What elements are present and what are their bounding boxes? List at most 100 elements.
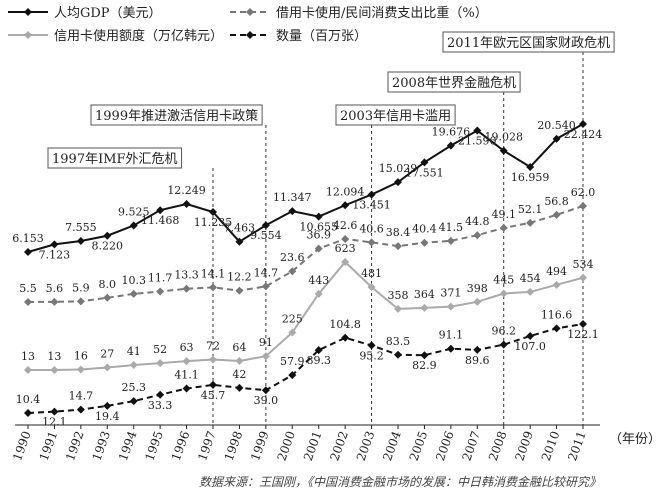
data-label: 16.959 <box>511 171 550 184</box>
data-label: 7.463 <box>224 222 256 235</box>
event-label: 2003年信用卡滥用 <box>340 109 451 124</box>
event-label: 2008年世界金融危机 <box>392 75 516 91</box>
point <box>103 293 112 302</box>
point <box>499 289 508 298</box>
point <box>499 146 508 155</box>
data-label: 107.0 <box>514 340 546 353</box>
data-label: 15.029 <box>379 162 418 175</box>
event-box <box>442 31 615 53</box>
point <box>420 303 429 312</box>
data-label: 42.6 <box>333 219 358 232</box>
data-label: 89.6 <box>465 354 490 367</box>
x-tick-label: 2010 <box>539 429 563 462</box>
data-label: 33.3 <box>148 399 173 412</box>
data-label: 358 <box>388 289 409 302</box>
event-label: 1999年推进激活信用卡政策 <box>95 108 258 124</box>
data-label: 11.468 <box>141 214 180 227</box>
data-label: 12.249 <box>167 184 206 197</box>
data-label: 13 <box>47 350 61 363</box>
point <box>394 304 402 313</box>
data-label: 39.0 <box>254 394 279 407</box>
data-label: 12.2 <box>227 271 252 284</box>
data-label: 96.2 <box>491 325 516 338</box>
point <box>288 328 297 337</box>
data-label: 20.540 <box>537 119 576 132</box>
data-label: 9.554 <box>250 229 282 242</box>
data-label: 38.4 <box>386 226 411 239</box>
data-label: 21.590 <box>458 135 497 148</box>
data-label: 56.8 <box>544 195 569 208</box>
x-tick-label: 1995 <box>142 429 166 462</box>
data-label: 45.7 <box>201 389 226 402</box>
data-label: 11.235 <box>194 216 233 229</box>
data-label: 89.3 <box>306 354 331 367</box>
data-label: 41 <box>127 345 141 358</box>
data-label: 5.9 <box>72 281 90 294</box>
point <box>50 407 59 416</box>
point <box>129 397 138 406</box>
data-label: 40.4 <box>412 223 437 236</box>
point <box>473 297 482 306</box>
point <box>24 409 32 417</box>
data-label: 14.1 <box>201 267 226 280</box>
x-tick-label: 1990 <box>10 429 34 462</box>
x-tick-label: 1999 <box>248 429 272 462</box>
point <box>420 158 429 167</box>
point <box>473 231 482 240</box>
x-axis-label: （年份） <box>609 432 658 447</box>
point <box>473 345 482 354</box>
point <box>579 120 587 128</box>
point <box>314 289 323 298</box>
point <box>76 297 85 306</box>
point <box>394 350 402 359</box>
point <box>261 352 270 361</box>
x-tick-label: 2000 <box>275 429 299 462</box>
point <box>420 351 429 360</box>
point <box>420 238 429 247</box>
event-box <box>47 147 183 169</box>
data-label: 49.1 <box>491 208 516 221</box>
data-label: 122.1 <box>567 328 599 341</box>
data-label: 104.8 <box>329 318 361 331</box>
point <box>103 401 112 410</box>
data-label: 534 <box>573 258 594 271</box>
point <box>182 200 191 209</box>
point <box>129 361 138 370</box>
x-tick-label: 2004 <box>380 429 404 463</box>
point <box>50 366 59 374</box>
x-tick-label: 1996 <box>169 429 193 462</box>
point <box>156 359 165 368</box>
point <box>76 236 85 245</box>
data-label: 13.451 <box>352 199 391 212</box>
data-label: 10.3 <box>121 274 146 287</box>
data-label: 445 <box>493 274 514 287</box>
data-label: 7.555 <box>65 221 97 234</box>
legend-label: 借用卡使用/民间消费支出比重（%） <box>276 5 488 21</box>
point <box>129 221 138 230</box>
point <box>235 383 244 392</box>
point <box>394 178 402 187</box>
data-label: 10.4 <box>16 393 41 406</box>
point <box>50 297 59 306</box>
point <box>446 141 455 150</box>
point <box>314 346 323 355</box>
point <box>209 380 217 389</box>
point <box>341 333 350 342</box>
series-line <box>27 205 584 303</box>
point <box>129 289 138 298</box>
data-label: 72 <box>206 340 220 353</box>
point <box>288 207 297 216</box>
legend-marker <box>24 31 32 39</box>
point <box>76 365 85 374</box>
data-label: 7.123 <box>39 248 71 261</box>
point <box>103 363 112 372</box>
point <box>446 344 455 353</box>
event-label: 1997年IMF外汇危机 <box>52 152 178 167</box>
point <box>341 234 350 243</box>
x-tick-label: 2008 <box>486 429 510 462</box>
x-tick-label: 2009 <box>512 429 536 462</box>
data-label: 41.5 <box>439 221 464 234</box>
point <box>156 287 165 296</box>
data-label: 11.347 <box>273 191 312 204</box>
point <box>446 302 455 311</box>
